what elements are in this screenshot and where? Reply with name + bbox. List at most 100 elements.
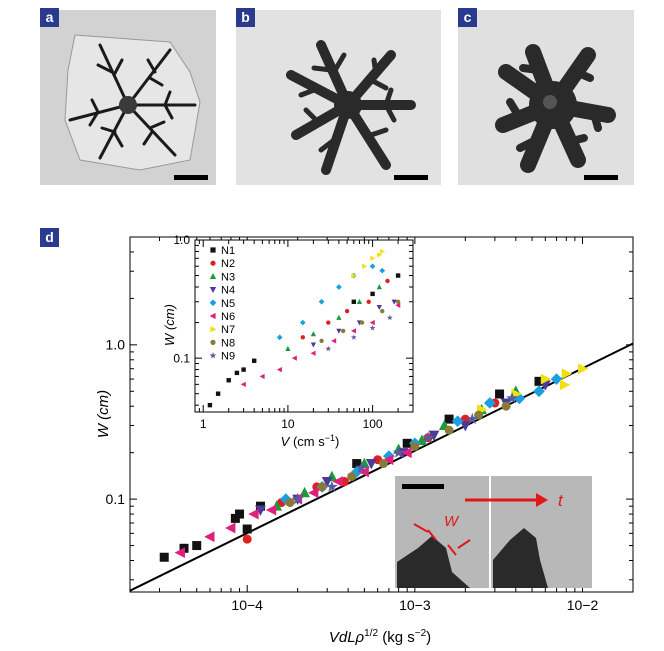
data-point-n5 bbox=[276, 334, 283, 341]
data-point-n4 bbox=[310, 342, 317, 348]
data-point-n1 bbox=[370, 291, 375, 297]
data-point-n9 bbox=[369, 324, 376, 331]
data-point-n6 bbox=[401, 447, 412, 459]
data-point-n9 bbox=[291, 492, 304, 505]
data-point-n9 bbox=[325, 480, 338, 492]
data-point-n1 bbox=[251, 358, 257, 363]
data-point-n1 bbox=[207, 402, 213, 408]
y-tick-label: 0.1 bbox=[106, 491, 126, 507]
data-point-n1 bbox=[351, 299, 357, 304]
x-tick-label: 10−4 bbox=[231, 597, 263, 613]
width-label: W bbox=[444, 513, 460, 530]
inset-plot-frame bbox=[194, 239, 414, 413]
data-point-n5 bbox=[483, 397, 496, 409]
x-tick-label: 100 bbox=[363, 417, 383, 431]
data-point-n9 bbox=[350, 334, 357, 340]
data-point-n9 bbox=[386, 314, 393, 321]
data-point-n8 bbox=[285, 498, 295, 508]
data-point-n2 bbox=[300, 335, 306, 340]
data-point-n9 bbox=[466, 412, 479, 425]
data-point-n8 bbox=[410, 441, 420, 451]
data-point-n1 bbox=[215, 391, 221, 396]
data-point-n7 bbox=[559, 379, 571, 391]
data-point-n2 bbox=[326, 320, 331, 325]
legend-label-n9: N9 bbox=[221, 351, 235, 363]
scale-bar bbox=[394, 175, 428, 180]
data-point-n8 bbox=[444, 425, 454, 435]
data-point-n7 bbox=[540, 373, 552, 385]
legend-label-n5: N5 bbox=[221, 298, 235, 310]
data-point-n4 bbox=[391, 299, 397, 305]
x-tick-label: 10−2 bbox=[567, 597, 599, 613]
data-point-n1 bbox=[242, 524, 252, 534]
data-point-n7 bbox=[351, 272, 357, 279]
data-point-n2 bbox=[344, 308, 350, 314]
photo-panel-c bbox=[458, 10, 634, 185]
main-plot-frame bbox=[129, 236, 634, 593]
panel-label-d: d bbox=[40, 228, 59, 247]
data-point-n7 bbox=[380, 248, 386, 255]
data-point-n1 bbox=[495, 389, 505, 399]
data-point-n6 bbox=[310, 350, 316, 356]
data-point-n1 bbox=[352, 459, 362, 469]
data-point-n1 bbox=[235, 509, 245, 519]
dendrite-image-c bbox=[495, 44, 616, 173]
data-point-n6 bbox=[332, 476, 343, 487]
data-point-n7 bbox=[377, 252, 383, 258]
data-point-n6 bbox=[248, 508, 259, 520]
legend-marker-n7 bbox=[210, 326, 217, 333]
data-point-n6 bbox=[358, 466, 369, 478]
data-point-n9 bbox=[506, 392, 519, 404]
dendrite-image-a bbox=[64, 34, 201, 171]
scale-bar bbox=[584, 175, 618, 180]
data-point-n8 bbox=[501, 401, 511, 411]
data-point-n6 bbox=[276, 366, 282, 373]
data-point-n6 bbox=[204, 531, 215, 543]
legend-marker-n4 bbox=[209, 287, 217, 293]
data-point-n1 bbox=[234, 370, 240, 376]
data-point-n9 bbox=[422, 431, 435, 443]
data-point-n2 bbox=[385, 278, 390, 284]
y-tick-label: 1.0 bbox=[173, 233, 190, 247]
data-point-n8 bbox=[395, 299, 401, 304]
data-point-n1 bbox=[192, 541, 202, 551]
data-point-n4 bbox=[376, 304, 382, 311]
data-point-n6 bbox=[265, 504, 277, 516]
data-point-n2 bbox=[242, 534, 252, 544]
data-point-n8 bbox=[319, 338, 324, 344]
data-point-n1 bbox=[402, 438, 412, 448]
data-point-n3 bbox=[285, 345, 291, 351]
legend-label-n1: N1 bbox=[221, 245, 235, 257]
scale-bar bbox=[174, 175, 208, 180]
panel-label-a: a bbox=[40, 8, 59, 27]
data-point-n7 bbox=[362, 263, 368, 269]
legend-marker-n8 bbox=[210, 339, 216, 345]
x-tick-label: 10 bbox=[281, 417, 295, 431]
data-point-n6 bbox=[331, 338, 337, 344]
data-point-n5 bbox=[533, 385, 545, 398]
data-point-n9 bbox=[355, 461, 368, 473]
data-point-n7 bbox=[578, 363, 589, 375]
data-point-n3 bbox=[376, 284, 382, 290]
data-point-n6 bbox=[259, 373, 265, 380]
photo-panel-b bbox=[236, 10, 441, 185]
data-point-n4 bbox=[365, 459, 377, 470]
data-point-n7 bbox=[370, 255, 376, 261]
x-axis-label: VdLρ1/2 (kg s−2) bbox=[329, 628, 431, 646]
inset-x-axis-label: V (cm s−1) bbox=[281, 433, 340, 449]
data-point-n4 bbox=[459, 421, 471, 432]
data-point-n1 bbox=[241, 367, 246, 372]
data-point-n5 bbox=[451, 415, 464, 428]
data-point-n1 bbox=[226, 378, 231, 383]
data-point-n9 bbox=[392, 446, 405, 458]
x-tick-label: 10−3 bbox=[399, 597, 431, 613]
inset-photo-scale-bar bbox=[402, 484, 444, 489]
data-point-n8 bbox=[378, 459, 388, 469]
arrow-head bbox=[536, 493, 548, 507]
legend-marker-n3 bbox=[209, 273, 217, 279]
x-tick-label: 1 bbox=[200, 417, 207, 431]
inset-y-axis-label: W (cm) bbox=[162, 304, 177, 346]
data-point-n6 bbox=[369, 319, 375, 326]
dendrite-image-b bbox=[286, 40, 416, 175]
